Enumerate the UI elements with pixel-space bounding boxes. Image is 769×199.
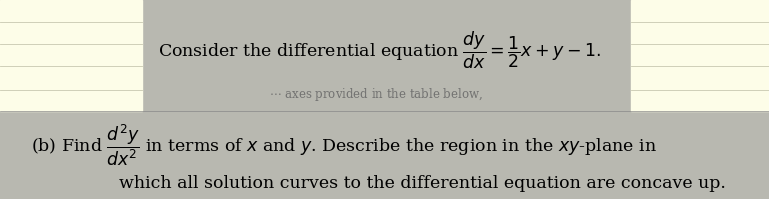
Text: (b) Find $\dfrac{d^2y}{dx^2}$ in terms of $x$ and $y$. Describe the region in th: (b) Find $\dfrac{d^2y}{dx^2}$ in terms o… xyxy=(31,122,657,168)
Bar xyxy=(631,0,769,111)
Text: which all solution curves to the differential equation are concave up.: which all solution curves to the differe… xyxy=(119,175,726,192)
Text: $\cdots$ axes provided in the table below,: $\cdots$ axes provided in the table belo… xyxy=(269,87,483,103)
Bar xyxy=(0,0,142,111)
Text: Consider the differential equation $\dfrac{dy}{dx} = \dfrac{1}{2}x + y - 1.$: Consider the differential equation $\dfr… xyxy=(158,30,601,71)
